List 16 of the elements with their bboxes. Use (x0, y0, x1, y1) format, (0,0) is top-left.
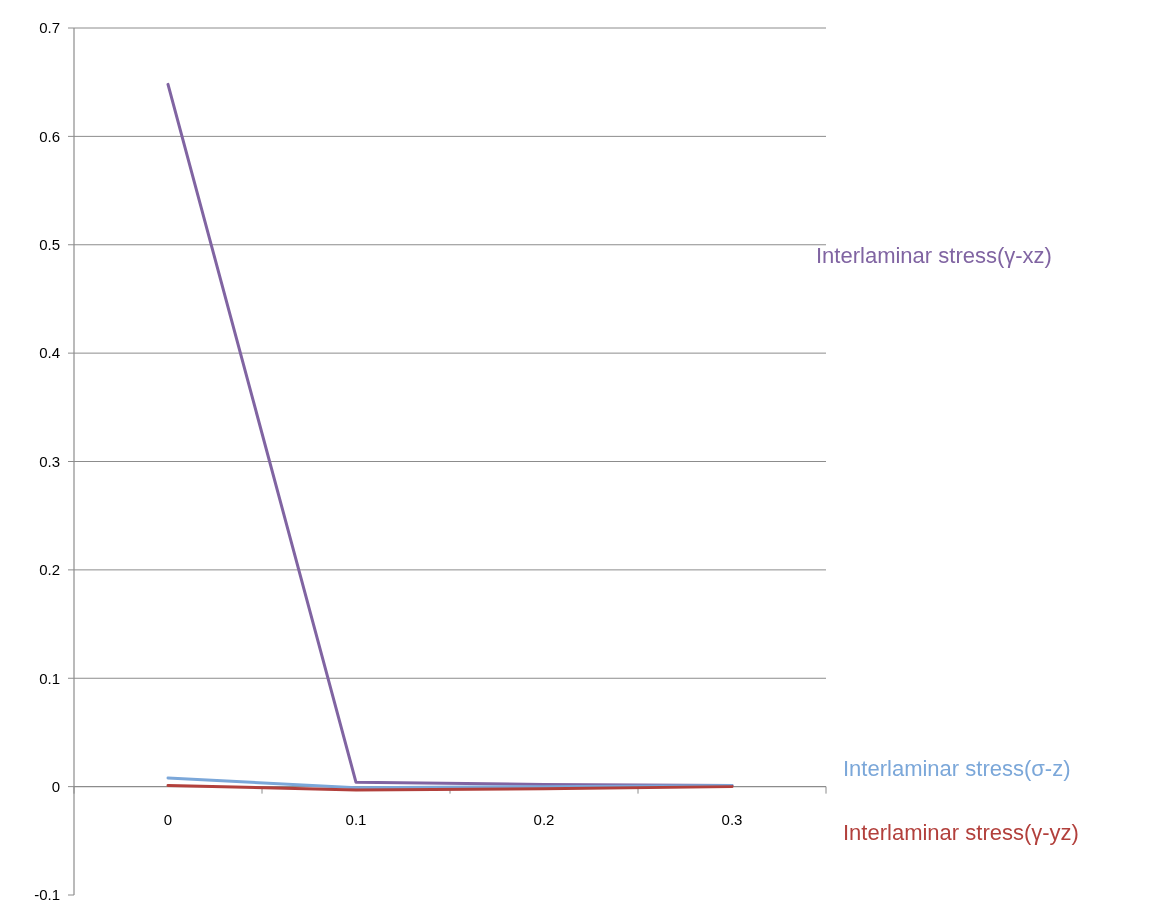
x-tick-label: 0.2 (533, 810, 555, 828)
y-tick-label: 0.4 (39, 344, 60, 362)
y-tick-label: 0.5 (39, 236, 60, 253)
y-tick-label: -0.1 (34, 886, 60, 904)
text: Interlaminar stress(γ-yz) (843, 819, 1079, 845)
text: Interlaminar stress(σ-z) (843, 755, 1071, 781)
text: Interlaminar stress(γ-xz) (816, 243, 1052, 269)
x-tick-label: 0.1 (345, 810, 367, 828)
y-tick-label: 0.3 (39, 452, 60, 470)
y-tick-label: 0 (51, 777, 60, 795)
y-tick-label: 0.6 (39, 127, 60, 145)
y-tick-label: 0.7 (39, 19, 60, 37)
y-tick-label: 0.2 (39, 561, 60, 579)
y-tick-label: 0.1 (39, 669, 60, 687)
x-tick-label: 0 (163, 810, 173, 828)
x-tick-label: 0.3 (721, 810, 743, 828)
